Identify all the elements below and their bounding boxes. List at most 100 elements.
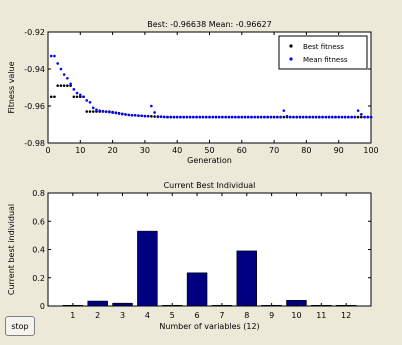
mean-fitness-point <box>82 95 85 99</box>
x-tick-label: 8 <box>244 311 249 320</box>
x-tick-label: 80 <box>301 146 311 155</box>
x-tick-label: 30 <box>140 146 150 155</box>
mean-fitness-point <box>276 115 279 119</box>
mean-fitness-point <box>250 115 253 119</box>
mean-fitness-point <box>91 106 95 110</box>
x-tick-label: 10 <box>291 311 301 320</box>
legend-marker <box>289 44 293 48</box>
mean-fitness-point <box>208 115 211 119</box>
y-tick-label: -0.96 <box>24 102 45 111</box>
mean-fitness-point <box>150 104 153 108</box>
mean-fitness-point <box>279 115 282 119</box>
mean-fitness-point <box>69 82 72 86</box>
y-tick-label: 0 <box>40 302 45 311</box>
mean-fitness-point <box>266 115 269 119</box>
best-fitness-point <box>95 110 98 113</box>
mean-fitness-point <box>172 115 176 119</box>
x-tick-label: 10 <box>75 146 85 155</box>
mean-fitness-point <box>204 115 208 119</box>
mean-fitness-point <box>95 108 98 111</box>
mean-fitness-point <box>363 115 366 119</box>
mean-fitness-point <box>85 99 89 102</box>
x-tick-label: 20 <box>108 146 118 155</box>
best-fitness-point <box>49 95 53 99</box>
mean-fitness-point <box>75 91 79 95</box>
mean-fitness-point <box>343 115 347 119</box>
mean-fitness-point <box>288 115 292 119</box>
mean-fitness-point <box>56 62 59 65</box>
mean-fitness-point <box>98 109 101 112</box>
mean-fitness-point <box>59 67 63 71</box>
x-tick-label: 2 <box>95 311 100 320</box>
best-fitness-point <box>53 95 56 99</box>
mean-fitness-point <box>137 114 140 117</box>
mean-fitness-point <box>243 115 247 119</box>
y-tick-label: -0.98 <box>24 139 45 148</box>
mean-fitness-point <box>120 112 124 116</box>
best-fitness-point <box>360 115 363 119</box>
mean-fitness-point <box>337 115 341 119</box>
mean-fitness-point <box>356 109 360 112</box>
mean-fitness-point <box>104 110 108 114</box>
best-fitness-point <box>75 95 79 99</box>
mean-fitness-point <box>272 115 276 119</box>
mean-fitness-point <box>159 115 163 119</box>
mean-fitness-point <box>101 109 105 113</box>
mean-fitness-point <box>353 115 357 119</box>
x-tick-label: 3 <box>120 311 125 320</box>
mean-fitness-point <box>198 115 202 119</box>
best-fitness-point <box>69 84 72 87</box>
x-tick-label: 70 <box>269 146 279 155</box>
mean-fitness-point <box>311 115 315 119</box>
stop-button[interactable]: stop <box>5 316 35 336</box>
x-tick-label: 11 <box>316 311 326 320</box>
mean-fitness-point <box>214 115 218 119</box>
x-tick-label: 7 <box>219 311 224 320</box>
mean-fitness-point <box>237 115 240 119</box>
x-tick-label: 4 <box>145 311 150 320</box>
x-tick-label: 12 <box>341 311 351 320</box>
mean-fitness-point <box>108 110 111 114</box>
mean-fitness-point <box>308 115 311 119</box>
y-tick-label: -0.94 <box>24 65 45 74</box>
mean-fitness-point <box>269 115 273 119</box>
mean-fitness-point <box>195 115 198 119</box>
legend-box <box>278 35 368 70</box>
mean-fitness-point <box>350 115 353 119</box>
x-tick-label: 5 <box>170 311 175 320</box>
best-fitness-point <box>91 110 95 113</box>
best-fitness-point <box>62 84 66 87</box>
individual-x-axis-label: Number of variables (12) <box>159 322 259 331</box>
best-fitness-point <box>72 95 76 99</box>
mean-fitness-point <box>179 115 182 119</box>
legend-marker <box>289 57 293 61</box>
x-tick-label: 1 <box>70 311 75 320</box>
mean-fitness-point <box>314 115 318 119</box>
fitness-x-axis-label: Generation <box>187 156 232 165</box>
mean-fitness-point <box>49 54 53 58</box>
mean-fitness-point <box>334 115 337 119</box>
mean-fitness-point <box>175 115 179 119</box>
mean-fitness-point <box>263 115 266 119</box>
mean-fitness-point <box>330 115 334 119</box>
mean-fitness-point <box>285 114 289 118</box>
mean-fitness-point <box>114 111 118 115</box>
mean-fitness-point <box>321 115 324 119</box>
y-tick-label: 0.8 <box>32 189 45 198</box>
mean-fitness-point <box>166 115 169 119</box>
legend-entry-label: Best fitness <box>303 43 344 51</box>
mean-fitness-point <box>340 115 344 119</box>
mean-fitness-point <box>162 115 166 119</box>
mean-fitness-point <box>318 115 321 119</box>
mean-fitness-point <box>66 76 69 80</box>
mean-fitness-point <box>366 115 370 119</box>
mean-fitness-point <box>292 115 295 119</box>
mean-fitness-point <box>79 93 82 97</box>
best-fitness-point <box>59 84 63 87</box>
x-tick-label: 6 <box>195 311 200 320</box>
x-tick-label: 100 <box>363 146 378 155</box>
mean-fitness-point <box>72 88 76 91</box>
x-tick-label: 9 <box>269 311 274 320</box>
